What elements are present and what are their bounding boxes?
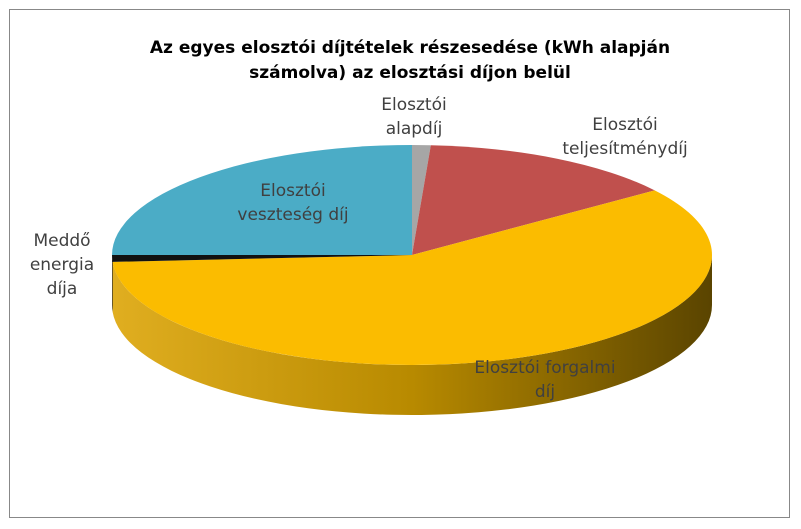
slice: [112, 255, 412, 262]
slice: [412, 145, 431, 255]
chart-frame: [9, 9, 790, 518]
slice-label: Meddő energia díja: [29, 231, 95, 299]
slice-label: Elosztói alapdíj: [381, 95, 447, 139]
slice-side: [112, 255, 712, 416]
slice-label: Elosztói forgalmi díj: [474, 358, 616, 402]
slice: [112, 190, 712, 365]
slice-label: Elosztói veszteség díj: [237, 181, 349, 225]
slice-label: Elosztói teljesítménydíj: [562, 115, 688, 159]
chart-title: Az egyes elosztói díjtételek részesedése…: [149, 38, 671, 83]
slice-side: [112, 255, 113, 312]
slice: [112, 145, 412, 255]
slice: [412, 145, 655, 255]
